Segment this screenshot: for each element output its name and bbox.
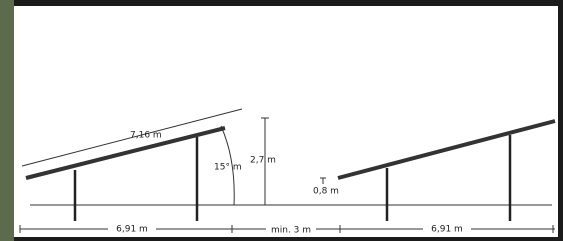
row-depth-label: 6,91 m (116, 225, 148, 235)
clearance-label: 0,8 m (313, 187, 339, 197)
diagram: 7,16 m 15° m 2,7 m 0,8 m 6,91 m min. 3 m… (0, 0, 563, 241)
row-depth-label: 6,91 m (431, 225, 463, 235)
row-spacing-label: min. 3 m (271, 226, 311, 236)
photo-edge (0, 0, 14, 241)
angle-label: 15° m (214, 163, 242, 173)
canvas (14, 6, 558, 237)
height-label: 2,7 m (250, 156, 276, 166)
panel-length-label: 7,16 m (130, 131, 162, 141)
